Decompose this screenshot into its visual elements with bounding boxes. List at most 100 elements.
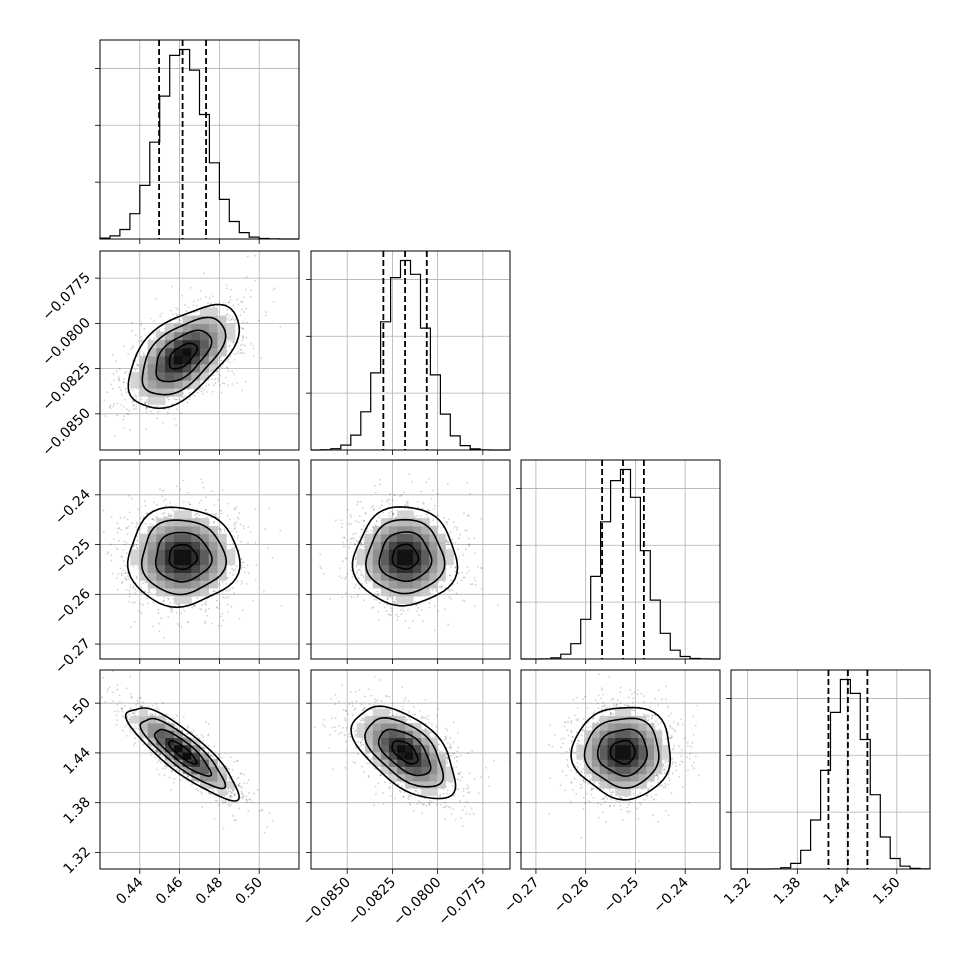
scatter-point	[122, 427, 125, 430]
scatter-point	[375, 598, 378, 601]
scatter-point	[239, 352, 242, 354]
scatter-point	[430, 497, 433, 500]
scatter-point	[379, 478, 381, 481]
density-cell	[139, 564, 149, 573]
scatter-point	[217, 499, 220, 502]
scatter-point	[462, 554, 465, 557]
scatter-point	[132, 602, 134, 604]
density-cell	[147, 396, 157, 405]
scatter-point	[204, 508, 207, 511]
scatter-point	[220, 624, 223, 627]
density-cell	[173, 549, 183, 558]
density-cell	[139, 541, 149, 550]
scatter-point	[220, 359, 222, 362]
y-tick-label: −0.25	[52, 536, 94, 578]
scatter-point	[202, 739, 205, 742]
scatter-point	[239, 348, 242, 351]
scatter-point	[230, 605, 233, 608]
scatter-point	[167, 598, 170, 601]
scatter-point	[349, 569, 352, 572]
scatter-point	[152, 501, 155, 504]
density-cell	[165, 331, 175, 341]
scatter-point	[125, 526, 128, 529]
scatter-point	[230, 530, 233, 532]
scatter-point	[268, 507, 270, 510]
density-cell	[380, 518, 390, 527]
scatter-point	[127, 575, 129, 578]
scatter-point	[361, 528, 364, 531]
scatter-point	[279, 529, 282, 532]
scatter-point	[362, 576, 365, 579]
scatter-point	[240, 540, 242, 543]
scatter-point	[420, 515, 422, 518]
scatter-point	[450, 565, 452, 568]
density-cell	[421, 588, 430, 597]
scatter-point	[213, 520, 216, 523]
scatter-point	[162, 600, 165, 603]
density-cell	[139, 355, 149, 365]
scatter-point	[455, 592, 458, 595]
density-cell	[200, 315, 210, 325]
scatter-point	[280, 605, 283, 607]
scatter-point	[97, 402, 99, 404]
scatter-point	[125, 578, 128, 581]
density-cell	[200, 331, 210, 341]
scatter-point	[360, 542, 363, 545]
scatter-point	[151, 713, 154, 715]
density-cell	[437, 572, 446, 581]
density-cell	[130, 549, 140, 558]
scatter-point	[143, 515, 145, 518]
scatter-point	[142, 582, 145, 585]
scatter-point	[146, 512, 149, 515]
scatter-point	[235, 521, 238, 524]
scatter-point	[449, 531, 452, 533]
scatter-point	[136, 539, 139, 542]
scatter-point	[218, 509, 221, 511]
scatter-point	[393, 600, 395, 603]
scatter-point	[131, 329, 133, 332]
scatter-point	[155, 516, 158, 519]
scatter-point	[358, 568, 361, 571]
scatter-point	[433, 629, 436, 632]
scatter-point	[196, 391, 199, 394]
density-cell	[388, 572, 398, 581]
scatter-point	[341, 596, 344, 599]
density-cell	[191, 355, 201, 365]
scatter-point	[446, 523, 448, 526]
density-cell	[173, 518, 183, 527]
scatter-point	[388, 515, 391, 517]
scatter-point	[219, 356, 222, 358]
scatter-point	[135, 363, 138, 366]
scatter-point	[456, 582, 459, 585]
scatter-point	[471, 583, 474, 585]
scatter-point	[356, 541, 359, 543]
y-tick-label: −0.0825	[40, 360, 94, 414]
scatter-point	[187, 501, 190, 504]
scatter-point	[144, 581, 147, 584]
panel-3-0: 1.321.381.441.500.44 0.46 0.48 0.50	[60, 669, 300, 908]
panel-frame	[99, 250, 300, 451]
scatter-point	[386, 598, 389, 601]
scatter-point	[238, 617, 241, 620]
scatter-point	[159, 488, 161, 491]
density-cell	[156, 380, 166, 389]
contour-line	[168, 543, 199, 571]
scatter-point	[350, 516, 352, 519]
scatter-point	[349, 514, 352, 517]
scatter-point	[125, 541, 128, 544]
scatter-point	[223, 528, 226, 531]
scatter-point	[433, 505, 436, 507]
density-cell	[364, 564, 374, 573]
scatter-point	[390, 510, 392, 513]
scatter-point	[225, 303, 228, 306]
scatter-point	[355, 564, 358, 567]
scatter-point	[373, 508, 375, 510]
scatter-point	[129, 584, 132, 587]
scatter-point	[124, 388, 127, 390]
scatter-point	[176, 398, 179, 401]
scatter-point	[205, 516, 208, 519]
scatter-point	[225, 582, 228, 585]
scatter-point	[368, 580, 371, 583]
scatter-point	[370, 595, 373, 598]
scatter-point	[370, 506, 373, 509]
